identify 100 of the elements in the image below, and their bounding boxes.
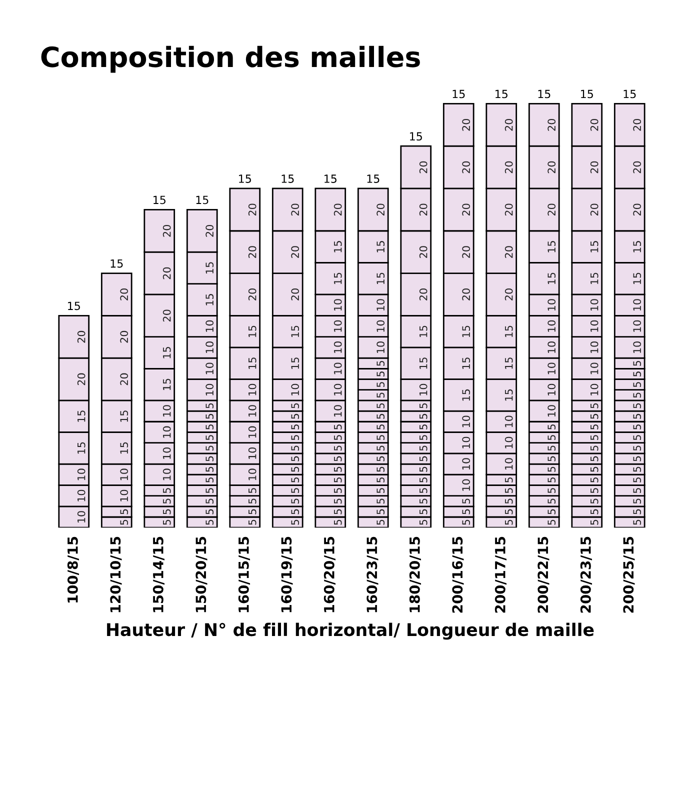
- data-label: 5: [548, 435, 556, 440]
- data-label: 5: [120, 509, 128, 514]
- data-label: 15: [462, 358, 470, 369]
- data-label: 5: [334, 446, 342, 451]
- data-label: 10: [633, 342, 642, 353]
- data-label: 5: [633, 382, 642, 388]
- data-label: 5: [548, 488, 556, 494]
- data-label: 5: [633, 392, 642, 398]
- data-label: 5: [291, 403, 300, 408]
- data-label: 10: [462, 479, 470, 491]
- annotation: 15: [410, 132, 422, 141]
- data-label: 15: [420, 326, 428, 338]
- x-tick-label: 160/23/15: [366, 536, 378, 612]
- data-label: 20: [590, 161, 598, 174]
- data-label: 5: [291, 424, 300, 430]
- data-label: 5: [633, 509, 642, 514]
- data-label: 5: [420, 403, 428, 408]
- data-label: 5: [633, 372, 642, 376]
- x-tick-label: 150/20/15: [196, 536, 208, 612]
- data-label: 20: [376, 204, 385, 216]
- data-label: 5: [505, 509, 513, 514]
- data-label: 5: [291, 414, 300, 419]
- data-label: 15: [334, 241, 342, 252]
- data-label: 20: [291, 288, 300, 300]
- data-label: 15: [163, 378, 171, 390]
- data-label: 5: [376, 509, 385, 514]
- annotation: 15: [367, 174, 380, 183]
- data-label: 5: [420, 446, 428, 451]
- data-label: 5: [590, 446, 598, 451]
- data-label: 10: [162, 468, 171, 480]
- annotation: 15: [538, 90, 550, 98]
- data-label: 20: [462, 204, 470, 216]
- data-label: 5: [505, 498, 513, 504]
- data-label: 10: [334, 362, 342, 374]
- data-label: 5: [420, 414, 428, 419]
- data-label: 15: [248, 326, 256, 338]
- data-label: 5: [163, 498, 171, 504]
- data-label: 5: [590, 488, 598, 494]
- data-label: 5: [462, 520, 470, 525]
- data-label: 20: [462, 118, 470, 131]
- data-label: 10: [334, 342, 342, 353]
- data-label: 5: [633, 498, 642, 504]
- data-label: 20: [548, 204, 556, 216]
- data-label: 5: [548, 509, 556, 514]
- data-label: 5: [291, 478, 300, 482]
- data-label: 10: [462, 436, 470, 448]
- data-label: 5: [334, 424, 342, 430]
- data-label: 10: [590, 342, 598, 353]
- annotation: 15: [239, 174, 251, 183]
- data-label: 5: [206, 509, 214, 514]
- annotation: 15: [581, 90, 593, 98]
- data-label: 10: [548, 342, 556, 353]
- data-label: 15: [334, 272, 342, 284]
- annotation: 15: [624, 90, 636, 98]
- data-label: 20: [504, 118, 513, 131]
- data-label: 5: [590, 509, 598, 514]
- x-tick-label: 100/8/15: [67, 536, 79, 602]
- data-label: 20: [548, 118, 556, 131]
- data-label: 15: [420, 358, 428, 369]
- data-label: 5: [633, 424, 642, 430]
- data-label: 5: [248, 520, 256, 525]
- data-label: 5: [633, 403, 642, 408]
- data-label: 15: [590, 272, 598, 284]
- data-label: 10: [504, 436, 513, 448]
- data-label: 5: [163, 520, 171, 525]
- data-label: 5: [120, 520, 128, 525]
- data-label: 10: [334, 384, 342, 396]
- data-label: 5: [376, 424, 385, 430]
- data-label: 5: [291, 456, 300, 462]
- data-label: 5: [334, 456, 342, 462]
- data-label: 5: [206, 446, 214, 451]
- data-label: 5: [590, 498, 598, 504]
- data-label: 5: [248, 488, 256, 494]
- data-label: 20: [77, 373, 86, 386]
- data-label: 20: [162, 224, 171, 237]
- data-label: 10: [548, 299, 556, 311]
- data-label: 10: [291, 384, 300, 396]
- data-label: 5: [248, 498, 256, 504]
- data-label: 10: [248, 447, 256, 459]
- data-label: 20: [419, 161, 428, 174]
- data-label: 5: [548, 446, 556, 451]
- data-label: 5: [548, 498, 556, 504]
- data-label: 10: [590, 384, 598, 396]
- data-label: 10: [633, 320, 642, 332]
- data-label: 15: [248, 358, 256, 369]
- data-label: 5: [420, 478, 428, 482]
- x-tick-label: 180/20/15: [409, 536, 421, 612]
- data-label: 20: [419, 246, 428, 258]
- data-label: 5: [291, 520, 300, 525]
- data-label: 10: [120, 468, 128, 480]
- data-label: 5: [633, 488, 642, 494]
- data-label: 10: [77, 511, 86, 522]
- data-label: 10: [206, 384, 214, 396]
- data-label: 15: [548, 272, 556, 284]
- data-label: 5: [206, 520, 214, 525]
- data-label: 5: [420, 466, 428, 472]
- data-label: 5: [376, 488, 385, 494]
- data-label: 5: [420, 509, 428, 514]
- data-label: 5: [334, 509, 342, 514]
- data-label: 5: [291, 466, 300, 472]
